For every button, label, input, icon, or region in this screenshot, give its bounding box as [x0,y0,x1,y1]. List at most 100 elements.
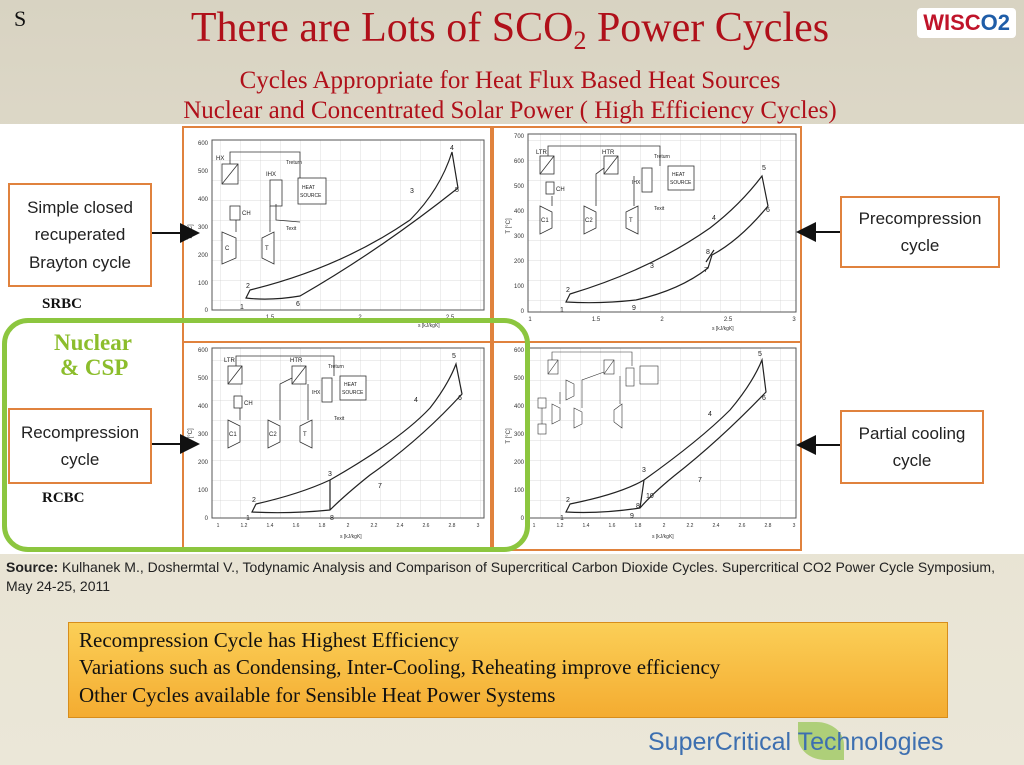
schematic-label: IHX [266,172,276,178]
rc-x-tick: 1 [217,523,220,529]
source-text: Kulhanek M., Doshermtal V., Todynamic An… [6,559,995,594]
pre-point-labels: 1 2 3 4 5 6 7 8 9 [560,165,770,314]
logo-right-text: O2 [980,10,1010,35]
compressor-c2-shape [583,205,597,235]
partial-cooling-line-2: cycle [892,451,932,470]
point-label: 4 [450,145,454,152]
srbc-point-labels: 1 2 3 4 5 6 [240,145,459,311]
pc-x-axis-label: s [kJ/kgK] [652,534,674,540]
brand-text: SuperCritical Technologies [648,728,944,756]
pre-x-tick: 3 [792,317,796,323]
srbc-y-tick: 300 [198,225,209,231]
ihx-block [625,367,635,387]
schematic-label: HTR [602,150,615,156]
schematic-label: C2 [585,218,593,224]
point-label: 1 [560,515,564,522]
rc-y-tick: 0 [205,516,209,522]
point-label: 10 [646,493,654,500]
srbc-abbreviation: SRBC [42,296,83,312]
srbc-y-tick: 0 [205,308,209,314]
srbc-line-2: recuperated [34,225,126,245]
compressor-c1-shape [539,205,553,235]
pc-x-tick: 1.8 [635,523,642,529]
srbc-y-tick: 400 [198,197,209,203]
pre-y-ticks: 700 600 500 400 300 200 100 0 [514,134,525,315]
point-label: 2 [566,287,570,294]
pc-y-tick: 100 [514,488,525,494]
point-label: 4 [708,411,712,418]
rc-y-tick: 100 [198,488,209,494]
label-partial-cooling: Partial cooling cycle [840,410,984,484]
rc-ts-curve [251,361,463,514]
pc-ts-curve [565,357,767,514]
srbc-line-3: Brayton cycle [28,252,132,272]
recompression-line-2: cycle [60,450,100,469]
schematic-label: HEAT [672,172,685,178]
rc-x-tick: 1.2 [241,523,248,529]
cooler-block [545,181,555,195]
schematic-label: CH [244,401,253,407]
schematic-label: Treturn [328,364,344,370]
turbine-shape [625,205,639,235]
schematic-label: C1 [541,218,549,224]
logo-left-text: WISC [923,10,981,35]
point-label: 1 [560,307,564,314]
point-label: 6 [762,395,766,402]
heat-source-block [339,375,367,401]
point-label: 7 [378,483,382,490]
point-label: 8 [706,249,710,256]
pc-y-tick: 500 [514,376,525,382]
schematic-label: T [265,246,269,252]
summary-callout: Recompression Cycle has Highest Efficien… [68,622,948,718]
title-tail: Power Cycles [586,5,830,51]
pc-y-tick: 600 [514,348,525,354]
pc-x-tick: 1.2 [557,523,564,529]
slide-title: There are Lots of SCO2 Power Cycles [60,6,960,54]
schematic-label: HEAT [344,382,357,388]
compressor-c3-shape [565,379,575,401]
compressor-c2-shape [267,419,281,449]
rc-y-tick: 600 [198,348,209,354]
rc-x-axis-label: s [kJ/kgK] [340,534,362,540]
rc-x-tick: 3 [477,523,480,529]
schematic-srbc: HX IHX HEAT SOURCE Treturn Texit CH C T [216,151,327,265]
rc-y-tick: 400 [198,404,209,410]
ihx-block [269,179,283,207]
pc-x-tick: 1 [533,523,536,529]
schematic-label: Texit [286,226,297,232]
label-srbc: Simple closed recuperated Brayton cycle [8,183,152,287]
pre-y-tick: 500 [514,184,525,190]
rcbc-abbreviation: RCBC [42,490,85,506]
pc-y-tick: 400 [514,404,525,410]
label-recompression: Recompression cycle [8,408,152,484]
pc-x-tick: 1.6 [609,523,616,529]
point-label: 2 [566,497,570,504]
schematic-label: CH [242,211,251,217]
schematic-label: HTR [290,358,303,364]
point-label: 8 [636,503,640,510]
title-main: There are Lots of SCO [190,5,574,51]
pre-y-tick: 300 [514,234,525,240]
rc-x-tick: 1.4 [267,523,274,529]
pre-y-tick: 700 [514,134,525,140]
point-label: 7 [698,477,702,484]
pc-y-axis-label: T [°C] [506,428,512,444]
rc-x-tick: 1.8 [319,523,326,529]
nuclear-line-1: Nuclear [54,330,132,355]
pc-x-tick: 1.4 [583,523,590,529]
point-label: 1 [246,515,250,522]
pc-y-ticks: 600 500 400 300 200 100 0 [514,348,525,522]
heat-source-block [297,177,327,205]
pre-x-tick: 2 [660,317,664,323]
pc-y-tick: 300 [514,432,525,438]
rc-x-ticks: 1 1.2 1.4 1.6 1.8 2 2.2 2.4 2.6 2.8 3 [217,523,480,529]
label-precompression: Precompression cycle [840,196,1000,268]
pre-x-tick: 1 [528,317,532,323]
pc-x-tick: 2.4 [713,523,720,529]
ihx-block [321,377,333,403]
point-label: 3 [650,263,654,270]
nuclear-line-2: & CSP [60,355,129,381]
schematic-label: Texit [334,416,345,422]
rc-y-tick: 300 [198,432,209,438]
nuclear-csp-highlight [2,318,530,552]
